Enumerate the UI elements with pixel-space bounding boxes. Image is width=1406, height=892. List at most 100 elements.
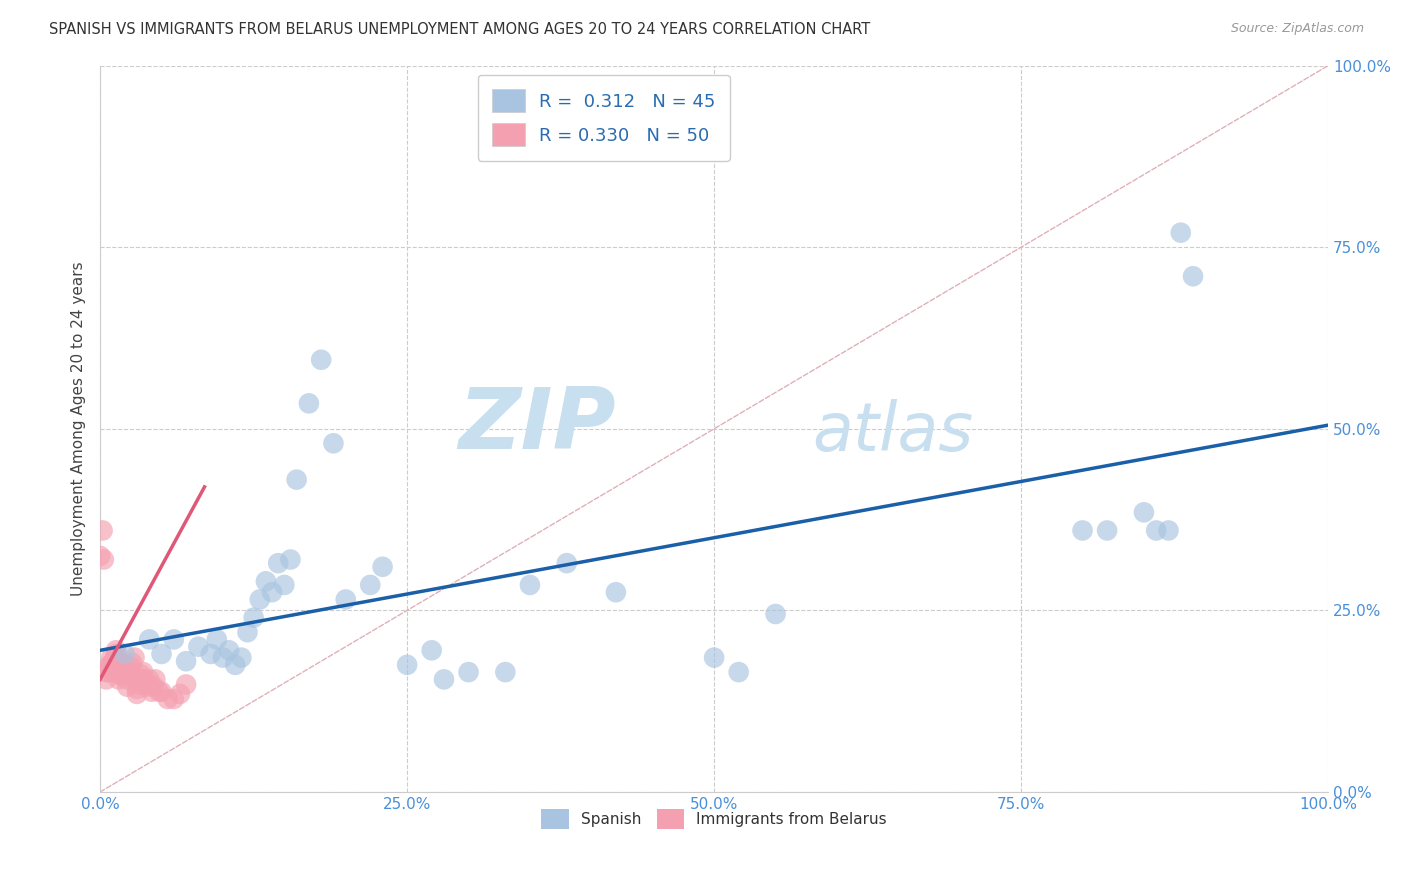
Point [101, 663, 124, 677]
Point [1133, 505, 1156, 519]
Text: ZIP: ZIP [458, 384, 616, 467]
Point [280, 552, 302, 566]
Point [224, 657, 246, 672]
Point [218, 643, 240, 657]
Point [371, 559, 394, 574]
Point [120, 665, 142, 679]
Point [148, 684, 170, 698]
Point [96, 665, 118, 679]
Point [120, 660, 142, 674]
Point [187, 640, 209, 654]
Point [114, 647, 136, 661]
Point [98, 657, 121, 672]
Point [1144, 524, 1167, 538]
Point [145, 673, 167, 687]
Point [1071, 524, 1094, 538]
Point [135, 680, 157, 694]
Point [555, 556, 578, 570]
Point [396, 657, 419, 672]
Point [322, 436, 344, 450]
Point [128, 677, 150, 691]
Point [124, 650, 146, 665]
Point [765, 607, 787, 621]
Point [111, 665, 134, 679]
Point [111, 669, 134, 683]
Point [150, 647, 173, 661]
Point [174, 654, 197, 668]
Point [150, 684, 173, 698]
Point [457, 665, 479, 679]
Point [727, 665, 749, 679]
Point [254, 574, 277, 589]
Point [242, 610, 264, 624]
Point [200, 647, 222, 661]
Point [298, 396, 321, 410]
Point [105, 647, 128, 661]
Point [260, 585, 283, 599]
Point [129, 667, 152, 681]
Y-axis label: Unemployment Among Ages 20 to 24 years: Unemployment Among Ages 20 to 24 years [72, 261, 86, 596]
Point [285, 473, 308, 487]
Text: SPANISH VS IMMIGRANTS FROM BELARUS UNEMPLOYMENT AMONG AGES 20 TO 24 YEARS CORREL: SPANISH VS IMMIGRANTS FROM BELARUS UNEMP… [49, 22, 870, 37]
Point [494, 665, 516, 679]
Point [132, 665, 155, 679]
Point [273, 578, 295, 592]
Point [107, 673, 129, 687]
Point [1170, 226, 1192, 240]
Point [91, 524, 114, 538]
Point [97, 665, 120, 679]
Point [93, 552, 115, 566]
Point [249, 592, 271, 607]
Point [108, 665, 131, 679]
Point [174, 677, 197, 691]
Text: atlas: atlas [813, 400, 973, 466]
Legend: Spanish, Immigrants from Belarus: Spanish, Immigrants from Belarus [536, 804, 893, 835]
Point [156, 692, 179, 706]
Point [335, 592, 357, 607]
Point [309, 352, 332, 367]
Point [114, 657, 136, 672]
Point [138, 632, 160, 647]
Point [107, 667, 129, 681]
Point [1182, 269, 1205, 284]
Point [125, 687, 148, 701]
Point [605, 585, 627, 599]
Point [96, 673, 118, 687]
Point [115, 673, 138, 687]
Point [519, 578, 541, 592]
Point [104, 656, 127, 670]
Point [231, 650, 253, 665]
Point [101, 657, 124, 672]
Point [420, 643, 443, 657]
Point [104, 650, 127, 665]
Point [115, 680, 138, 694]
Point [100, 650, 122, 665]
Point [433, 673, 456, 687]
Point [1157, 524, 1180, 538]
Point [138, 673, 160, 687]
Point [111, 660, 134, 674]
Point [359, 578, 381, 592]
Point [205, 632, 228, 647]
Text: Source: ZipAtlas.com: Source: ZipAtlas.com [1230, 22, 1364, 36]
Point [1095, 524, 1118, 538]
Point [132, 673, 155, 687]
Point [105, 643, 128, 657]
Point [236, 625, 259, 640]
Point [117, 667, 139, 681]
Point [267, 556, 290, 570]
Point [138, 677, 160, 691]
Point [212, 650, 235, 665]
Point [703, 650, 725, 665]
Point [169, 687, 191, 701]
Point [121, 656, 143, 670]
Point [141, 684, 163, 698]
Point [114, 665, 136, 679]
Point [98, 657, 121, 672]
Point [89, 549, 111, 563]
Point [163, 632, 186, 647]
Point [108, 660, 131, 674]
Point [163, 692, 186, 706]
Point [129, 673, 152, 687]
Point [125, 681, 148, 696]
